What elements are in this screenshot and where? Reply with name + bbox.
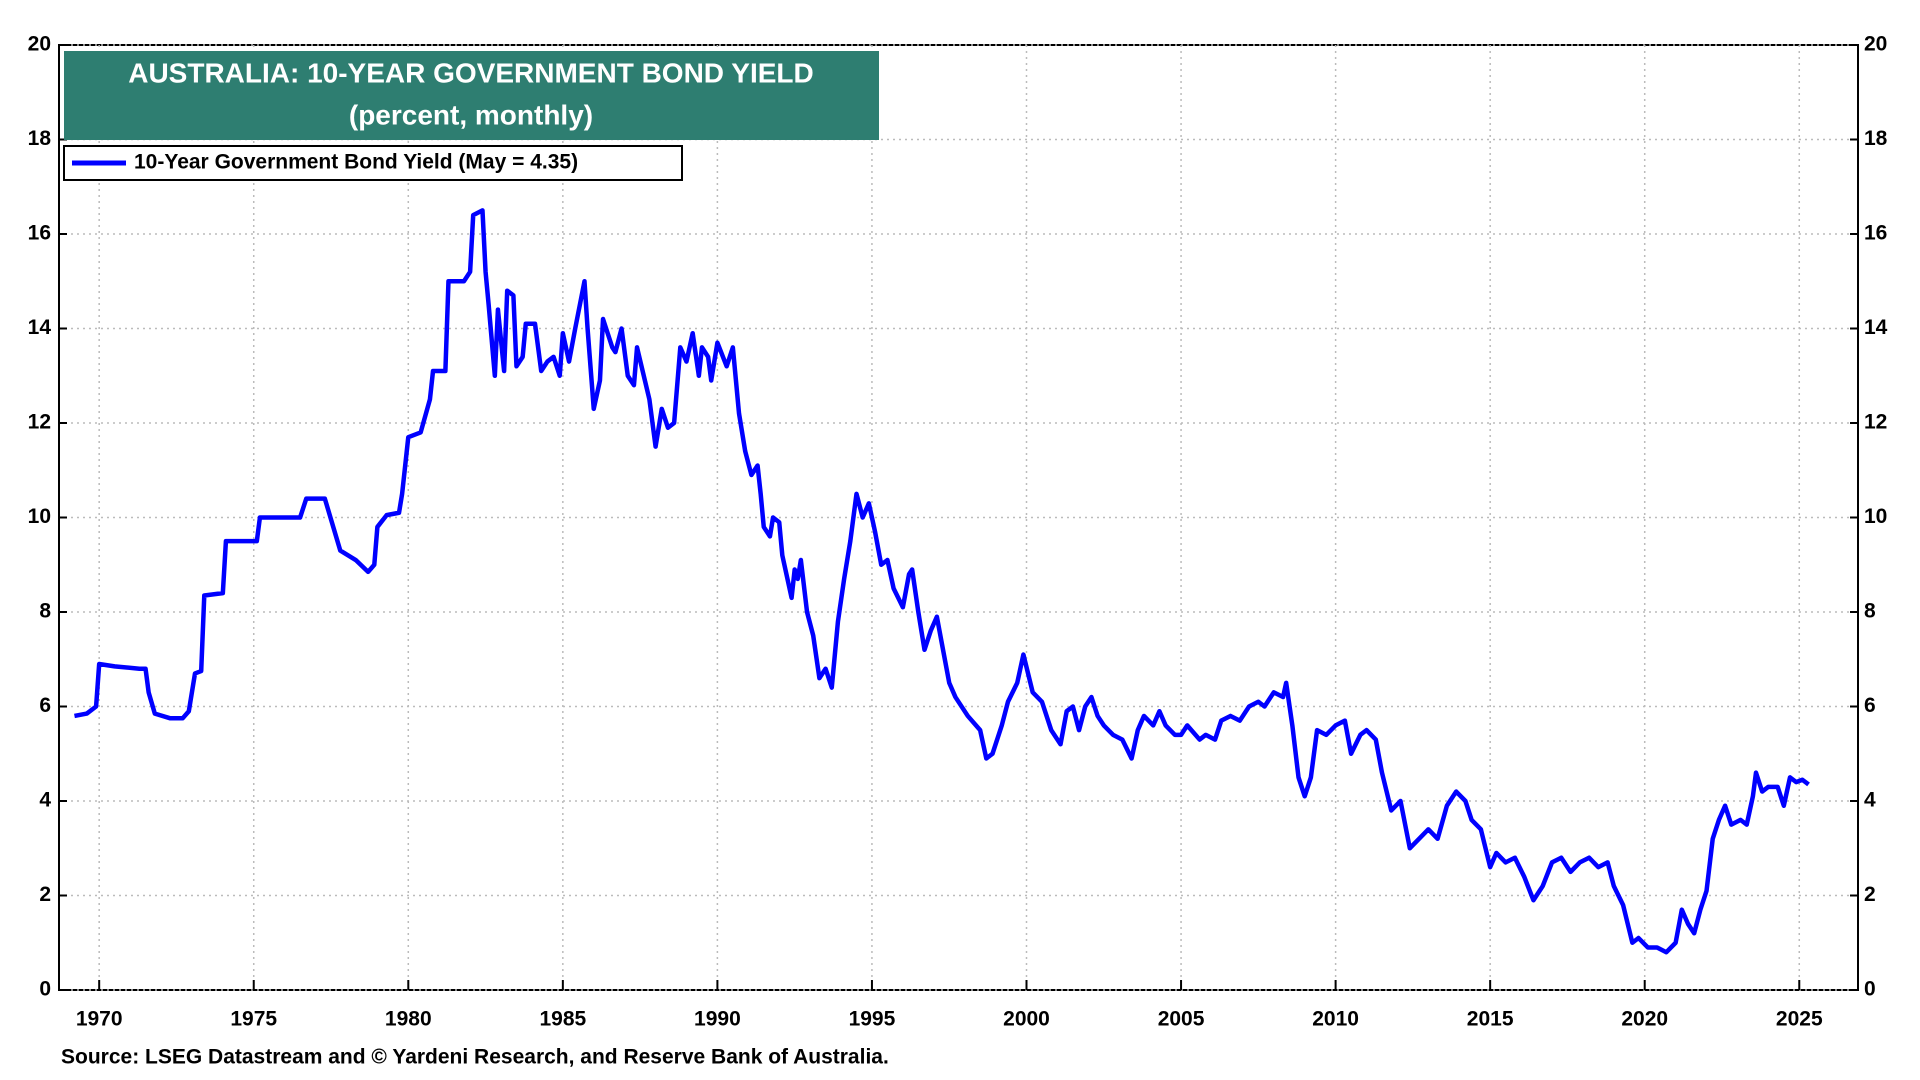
y-tick-label: 6 [39, 694, 51, 717]
x-tick-label: 2005 [1158, 1008, 1205, 1031]
x-tick-label: 1985 [539, 1008, 586, 1031]
grid [59, 44, 1858, 991]
y2-tick-label: 0 [1864, 978, 1876, 1001]
x-tick-label: 2015 [1467, 1008, 1514, 1031]
y2-tick-label: 14 [1864, 316, 1888, 339]
title-box [64, 51, 879, 140]
y2-tick-label: 16 [1864, 222, 1887, 245]
x-tick-label: 2025 [1776, 1008, 1823, 1031]
x-tick-label: 1995 [849, 1008, 896, 1031]
x-tick-label: 1975 [230, 1008, 277, 1031]
y-tick-label: 4 [39, 789, 51, 812]
x-tick-label: 2020 [1621, 1008, 1668, 1031]
y-tick-label: 0 [39, 978, 51, 1001]
y2-tick-label: 6 [1864, 694, 1876, 717]
y-tick-label: 20 [28, 33, 51, 56]
y2-tick-label: 20 [1864, 33, 1887, 56]
source-note: Source: LSEG Datastream and © Yardeni Re… [61, 1046, 889, 1069]
y-tick-label: 10 [28, 505, 51, 528]
ticks: 0 2 4 6 8 10 12 14 16 18 20 0 2 4 6 8 10 12 14 16 18 20 1970 19… [28, 33, 1888, 1031]
data-line [74, 208, 1810, 955]
legend-box [63, 145, 683, 181]
y2-tick-label: 18 [1864, 127, 1888, 150]
chart-title: AUSTRALIA: 10-YEAR GOVERNMENT BOND YIELD [128, 57, 814, 88]
x-tick-label: 2000 [1003, 1008, 1050, 1031]
lines [74, 208, 1810, 955]
y-tick-label: 2 [39, 883, 51, 906]
y-tick-label: 16 [28, 222, 51, 245]
y-tick-label: 14 [28, 316, 52, 339]
y2-tick-label: 8 [1864, 600, 1876, 623]
y2-tick-label: 10 [1864, 505, 1887, 528]
chart-subtitle: (percent, monthly) [349, 99, 593, 130]
x-tick-label: 1970 [76, 1008, 123, 1031]
y-tick-label: 18 [28, 127, 52, 150]
y2-tick-label: 2 [1864, 883, 1876, 906]
y-tick-label: 12 [28, 411, 51, 434]
legend-label: 10-Year Government Bond Yield (May = 4.3… [134, 151, 578, 174]
x-tick-label: 2010 [1312, 1008, 1359, 1031]
x-tick-label: 1980 [385, 1008, 432, 1031]
y2-tick-label: 12 [1864, 411, 1887, 434]
x-tick-label: 1990 [694, 1008, 741, 1031]
y2-tick-label: 4 [1864, 789, 1876, 812]
y-tick-label: 8 [39, 600, 51, 623]
